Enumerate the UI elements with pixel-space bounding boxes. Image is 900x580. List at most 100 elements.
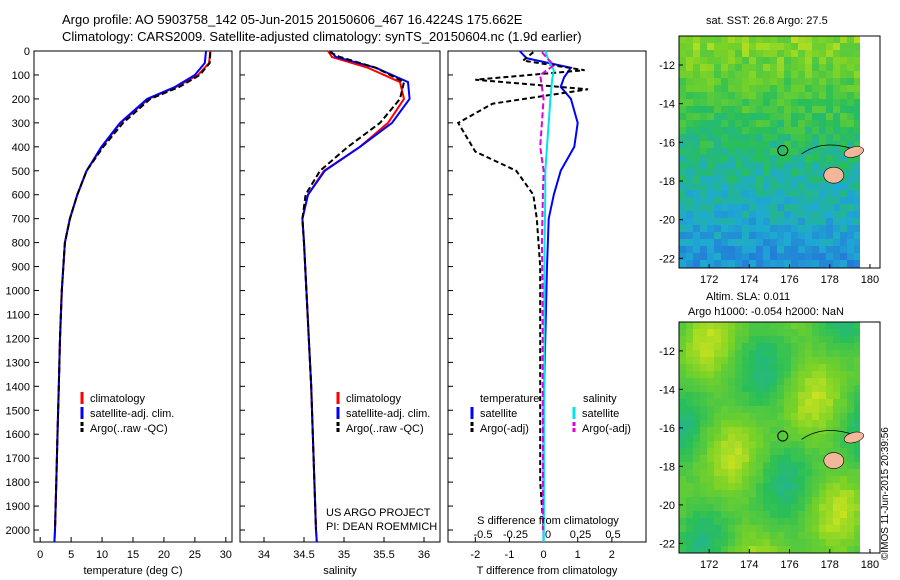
sst-map-cell xyxy=(854,92,860,99)
sst-map-cell xyxy=(693,260,700,267)
sst-map-cell xyxy=(826,148,833,155)
sla-map-cell xyxy=(847,448,854,455)
sst-map-cell xyxy=(819,120,826,127)
sst-map-cell xyxy=(826,71,833,78)
sla-map-cell xyxy=(812,350,819,357)
sst-map-cell xyxy=(784,99,791,106)
sla-map-cell xyxy=(833,357,840,364)
sst-map-cell xyxy=(742,134,749,141)
sla-map-cell xyxy=(693,448,700,455)
temperature-xtick-label: 5 xyxy=(68,549,74,561)
sst-map-cell xyxy=(798,155,805,162)
sst-map-cell xyxy=(728,71,735,78)
sst-map-cell xyxy=(686,183,693,190)
sst-map-cell xyxy=(763,92,770,99)
sst-map-cell xyxy=(854,99,860,106)
sla-map-cell xyxy=(777,518,784,525)
sla-map-cell xyxy=(812,525,819,532)
sst-map-cell xyxy=(826,162,833,169)
sst-map-cell xyxy=(728,197,735,204)
sla-map-cell xyxy=(686,525,693,532)
sst-map-cell xyxy=(798,134,805,141)
sla-map-cell xyxy=(714,490,721,497)
sst-map-xtick-label: 178 xyxy=(821,274,839,286)
sla-map-cell xyxy=(735,364,742,371)
sst-map-cell xyxy=(770,113,777,120)
sla-map-cell xyxy=(840,448,847,455)
sst-map-cell xyxy=(798,260,805,267)
sla-map-cell xyxy=(791,504,798,511)
sst-map-cell xyxy=(679,92,686,99)
sla-map-cell xyxy=(784,462,791,469)
sst-map-cell xyxy=(784,176,791,183)
sla-map-xtick-label: 172 xyxy=(700,559,718,571)
sla-map-cell xyxy=(847,378,854,385)
sla-map-cell xyxy=(812,441,819,448)
sla-map-cell xyxy=(791,539,798,546)
sla-map-cell xyxy=(777,420,784,427)
sla-map-cell xyxy=(721,469,728,476)
sla-map-cell xyxy=(840,357,847,364)
sla-map-cell xyxy=(742,371,749,378)
sst-map-cell xyxy=(798,211,805,218)
sla-map-cell xyxy=(728,462,735,469)
sla-map-cell xyxy=(812,518,819,525)
sst-map-cell xyxy=(770,260,777,267)
sst-map-cell xyxy=(686,225,693,232)
sst-map-cell xyxy=(770,211,777,218)
sla-map-cell xyxy=(742,441,749,448)
sst-map-cell xyxy=(833,211,840,218)
sla-map-cell xyxy=(784,385,791,392)
sst-map-cell xyxy=(679,106,686,113)
sst-map-cell xyxy=(714,155,721,162)
sst-map-cell xyxy=(805,260,812,267)
sst-map-cell xyxy=(679,99,686,106)
depth-tick-label: 0 xyxy=(24,46,30,58)
sst-map-cell xyxy=(700,120,707,127)
sla-map-cell xyxy=(784,336,791,343)
sst-map-cell xyxy=(826,155,833,162)
sla-map-cell xyxy=(854,427,860,434)
sla-map-cell xyxy=(805,357,812,364)
sla-map-cell xyxy=(707,462,714,469)
sla-map-cell xyxy=(693,427,700,434)
sla-map-cell xyxy=(791,385,798,392)
sla-map-cell xyxy=(805,434,812,441)
sst-map-cell xyxy=(826,36,833,43)
sst-map-cell xyxy=(798,148,805,155)
sst-map-cell xyxy=(847,162,854,169)
sla-map-cell xyxy=(756,427,763,434)
sst-map-cell xyxy=(805,204,812,211)
sst-map-ytick-label: -22 xyxy=(659,253,675,265)
sst-map-cell xyxy=(735,106,742,113)
sla-map-cell xyxy=(791,371,798,378)
sla-map-cell xyxy=(812,322,819,329)
sla-map-cell xyxy=(826,392,833,399)
sst-map-cell xyxy=(756,169,763,176)
series-argo-raw-qc- xyxy=(301,51,406,531)
sla-map-cell xyxy=(791,497,798,504)
sst-map-cell xyxy=(700,197,707,204)
sla-map-cell xyxy=(805,532,812,539)
sst-map-cell xyxy=(742,57,749,64)
sst-map-cell xyxy=(819,36,826,43)
sla-map-cell xyxy=(679,392,686,399)
sst-map-cell xyxy=(735,197,742,204)
sla-map-cell xyxy=(756,546,763,553)
sla-map-cell xyxy=(805,483,812,490)
sst-map-cell xyxy=(763,64,770,71)
sla-map-cell xyxy=(791,546,798,553)
sla-map-cell xyxy=(679,399,686,406)
sst-map-cell xyxy=(714,71,721,78)
sst-map-cell xyxy=(805,232,812,239)
sla-map-cell xyxy=(826,378,833,385)
sst-map-cell xyxy=(714,141,721,148)
sst-map-cell xyxy=(728,246,735,253)
sla-map-cell xyxy=(756,329,763,336)
sla-map-cell xyxy=(770,427,777,434)
sst-map-cell xyxy=(791,253,798,260)
sla-map-cell xyxy=(721,546,728,553)
sla-map-cell xyxy=(686,448,693,455)
sla-map-cell xyxy=(819,490,826,497)
sst-map-cell xyxy=(679,36,686,43)
